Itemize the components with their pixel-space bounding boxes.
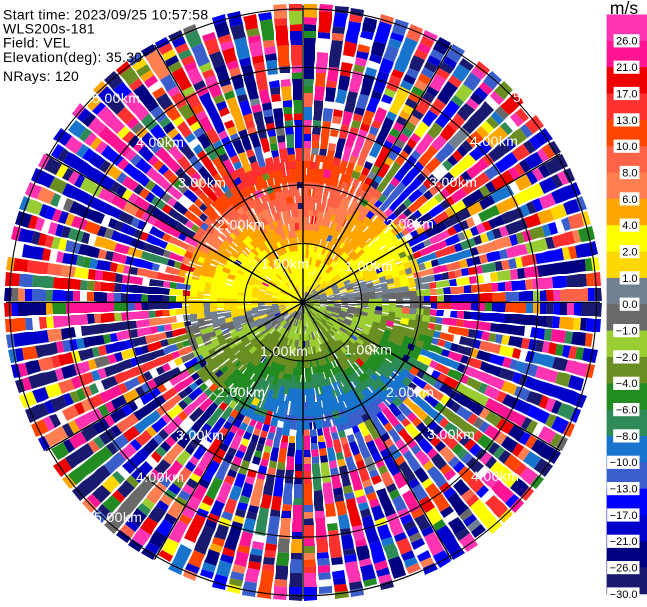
svg-text:5.00km: 5.00km [94,509,142,525]
svg-text:8.0: 8.0 [622,167,637,179]
svg-text:1.00km: 1.00km [345,258,393,274]
svg-text:3.00km: 3.00km [178,174,226,190]
svg-text:−17.0: −17.0 [610,510,638,522]
svg-text:26.0: 26.0 [616,36,637,48]
svg-text:6.0: 6.0 [622,194,637,206]
svg-text:NRays: 120: NRays: 120 [3,68,79,84]
svg-text:4.0: 4.0 [622,220,637,232]
svg-text:5.00km: 5.00km [92,90,140,106]
svg-text:1.00km: 1.00km [261,255,309,271]
svg-text:2.00km: 2.00km [217,216,265,232]
svg-text:−1.0: −1.0 [616,326,638,338]
svg-text:m/s: m/s [610,0,638,18]
svg-text:−2.0: −2.0 [616,352,638,364]
svg-text:3.00km: 3.00km [427,426,475,442]
svg-text:−26.0: −26.0 [610,563,638,575]
svg-text:−10.0: −10.0 [610,457,638,469]
svg-text:−6.0: −6.0 [616,405,638,417]
svg-text:Field: VEL: Field: VEL [3,35,71,51]
svg-text:1.0: 1.0 [622,273,637,285]
svg-text:Start time: 2023/09/25 10:57:5: Start time: 2023/09/25 10:57:58 [3,6,208,22]
svg-text:WLS200s-181: WLS200s-181 [3,20,95,36]
svg-text:0.0: 0.0 [622,299,637,311]
svg-text:Elevation(deg): 35.30: Elevation(deg): 35.30 [3,49,142,65]
svg-text:2.00km: 2.00km [217,384,265,400]
svg-text:−8.0: −8.0 [616,431,638,443]
svg-text:2.0: 2.0 [622,247,637,259]
svg-text:1.00km: 1.00km [344,341,392,357]
svg-text:2.00km: 2.00km [386,215,434,231]
svg-text:−13.0: −13.0 [610,484,638,496]
svg-text:−4.0: −4.0 [616,378,638,390]
svg-text:4.00km: 4.00km [470,133,518,149]
svg-text:4.00km: 4.00km [136,469,184,485]
svg-text:4.00km: 4.00km [471,468,519,484]
svg-text:13.0: 13.0 [616,115,637,127]
svg-text:5.00km: 5.00km [513,89,561,105]
svg-text:5.00km: 5.00km [512,511,560,527]
svg-text:21.0: 21.0 [616,62,637,74]
svg-text:−30.0: −30.0 [610,589,638,601]
svg-text:10.0: 10.0 [616,141,637,153]
svg-text:3.00km: 3.00km [176,427,224,443]
svg-text:1.00km: 1.00km [260,343,308,359]
svg-text:17.0: 17.0 [616,88,637,100]
svg-text:−21.0: −21.0 [610,536,638,548]
svg-text:3.00km: 3.00km [429,174,477,190]
svg-text:4.00km: 4.00km [136,134,184,150]
svg-text:2.00km: 2.00km [386,384,434,400]
